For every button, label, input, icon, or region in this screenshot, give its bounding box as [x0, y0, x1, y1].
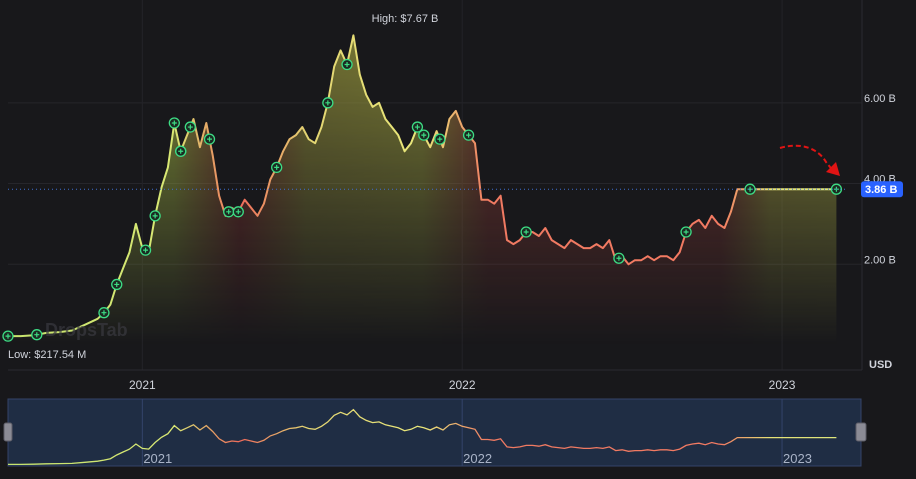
navigator-year-label: 2022 [463, 451, 492, 466]
area-fill [8, 35, 837, 346]
event-marker[interactable] [411, 121, 424, 133]
event-marker[interactable] [434, 133, 446, 145]
event-marker[interactable] [322, 97, 334, 109]
y-tick-label: 6.00 B [864, 93, 896, 105]
event-marker[interactable] [462, 129, 475, 141]
event-marker[interactable] [149, 210, 161, 222]
x-axis: 2021 2022 2023 [129, 378, 796, 392]
watermark: DropsTab [45, 320, 128, 340]
event-marker[interactable] [203, 133, 216, 145]
navigator-window[interactable] [7, 398, 862, 467]
series-line [8, 34, 837, 338]
event-marker[interactable] [184, 121, 196, 133]
x-tick-label: 2021 [129, 378, 156, 392]
y-tick-label: 2.00 B [864, 254, 896, 266]
navigator-line [8, 408, 837, 466]
event-marker[interactable] [223, 206, 235, 218]
event-marker[interactable] [680, 226, 692, 238]
low-label: Low: $217.54 M [8, 349, 86, 361]
event-marker[interactable] [232, 206, 244, 218]
event-marker[interactable] [139, 244, 152, 256]
navigator-labels: 2021 2022 2023 [143, 451, 812, 466]
range-navigator[interactable]: 2021 2022 2023 [3, 398, 867, 467]
event-marker[interactable] [168, 117, 180, 129]
current-value-badge: 3.86 B [861, 181, 903, 198]
x-tick-label: 2023 [769, 378, 796, 392]
event-marker[interactable] [111, 278, 123, 291]
navigator-year-label: 2023 [783, 451, 812, 466]
current-value-label: 3.86 B [865, 184, 897, 196]
event-marker[interactable] [175, 145, 187, 157]
event-marker[interactable] [31, 329, 43, 341]
event-marker[interactable] [341, 58, 353, 71]
event-markers[interactable] [2, 58, 843, 342]
x-tick-label: 2022 [449, 378, 476, 392]
event-marker[interactable] [418, 129, 430, 141]
navigator-right-handle[interactable] [855, 422, 867, 442]
event-marker[interactable] [98, 307, 110, 319]
event-marker[interactable] [744, 183, 756, 195]
currency-label: USD [869, 359, 892, 371]
event-marker[interactable] [2, 330, 14, 342]
annotation-arrow [779, 144, 840, 176]
navigator-year-label: 2021 [143, 451, 172, 466]
event-marker[interactable] [520, 226, 532, 238]
event-marker[interactable] [613, 252, 625, 264]
navigator-left-handle[interactable] [3, 422, 13, 442]
event-marker[interactable] [271, 161, 283, 174]
y-axis: 2.00 B4.00 B6.00 B [864, 93, 896, 266]
high-label: High: $7.67 B [372, 13, 439, 25]
